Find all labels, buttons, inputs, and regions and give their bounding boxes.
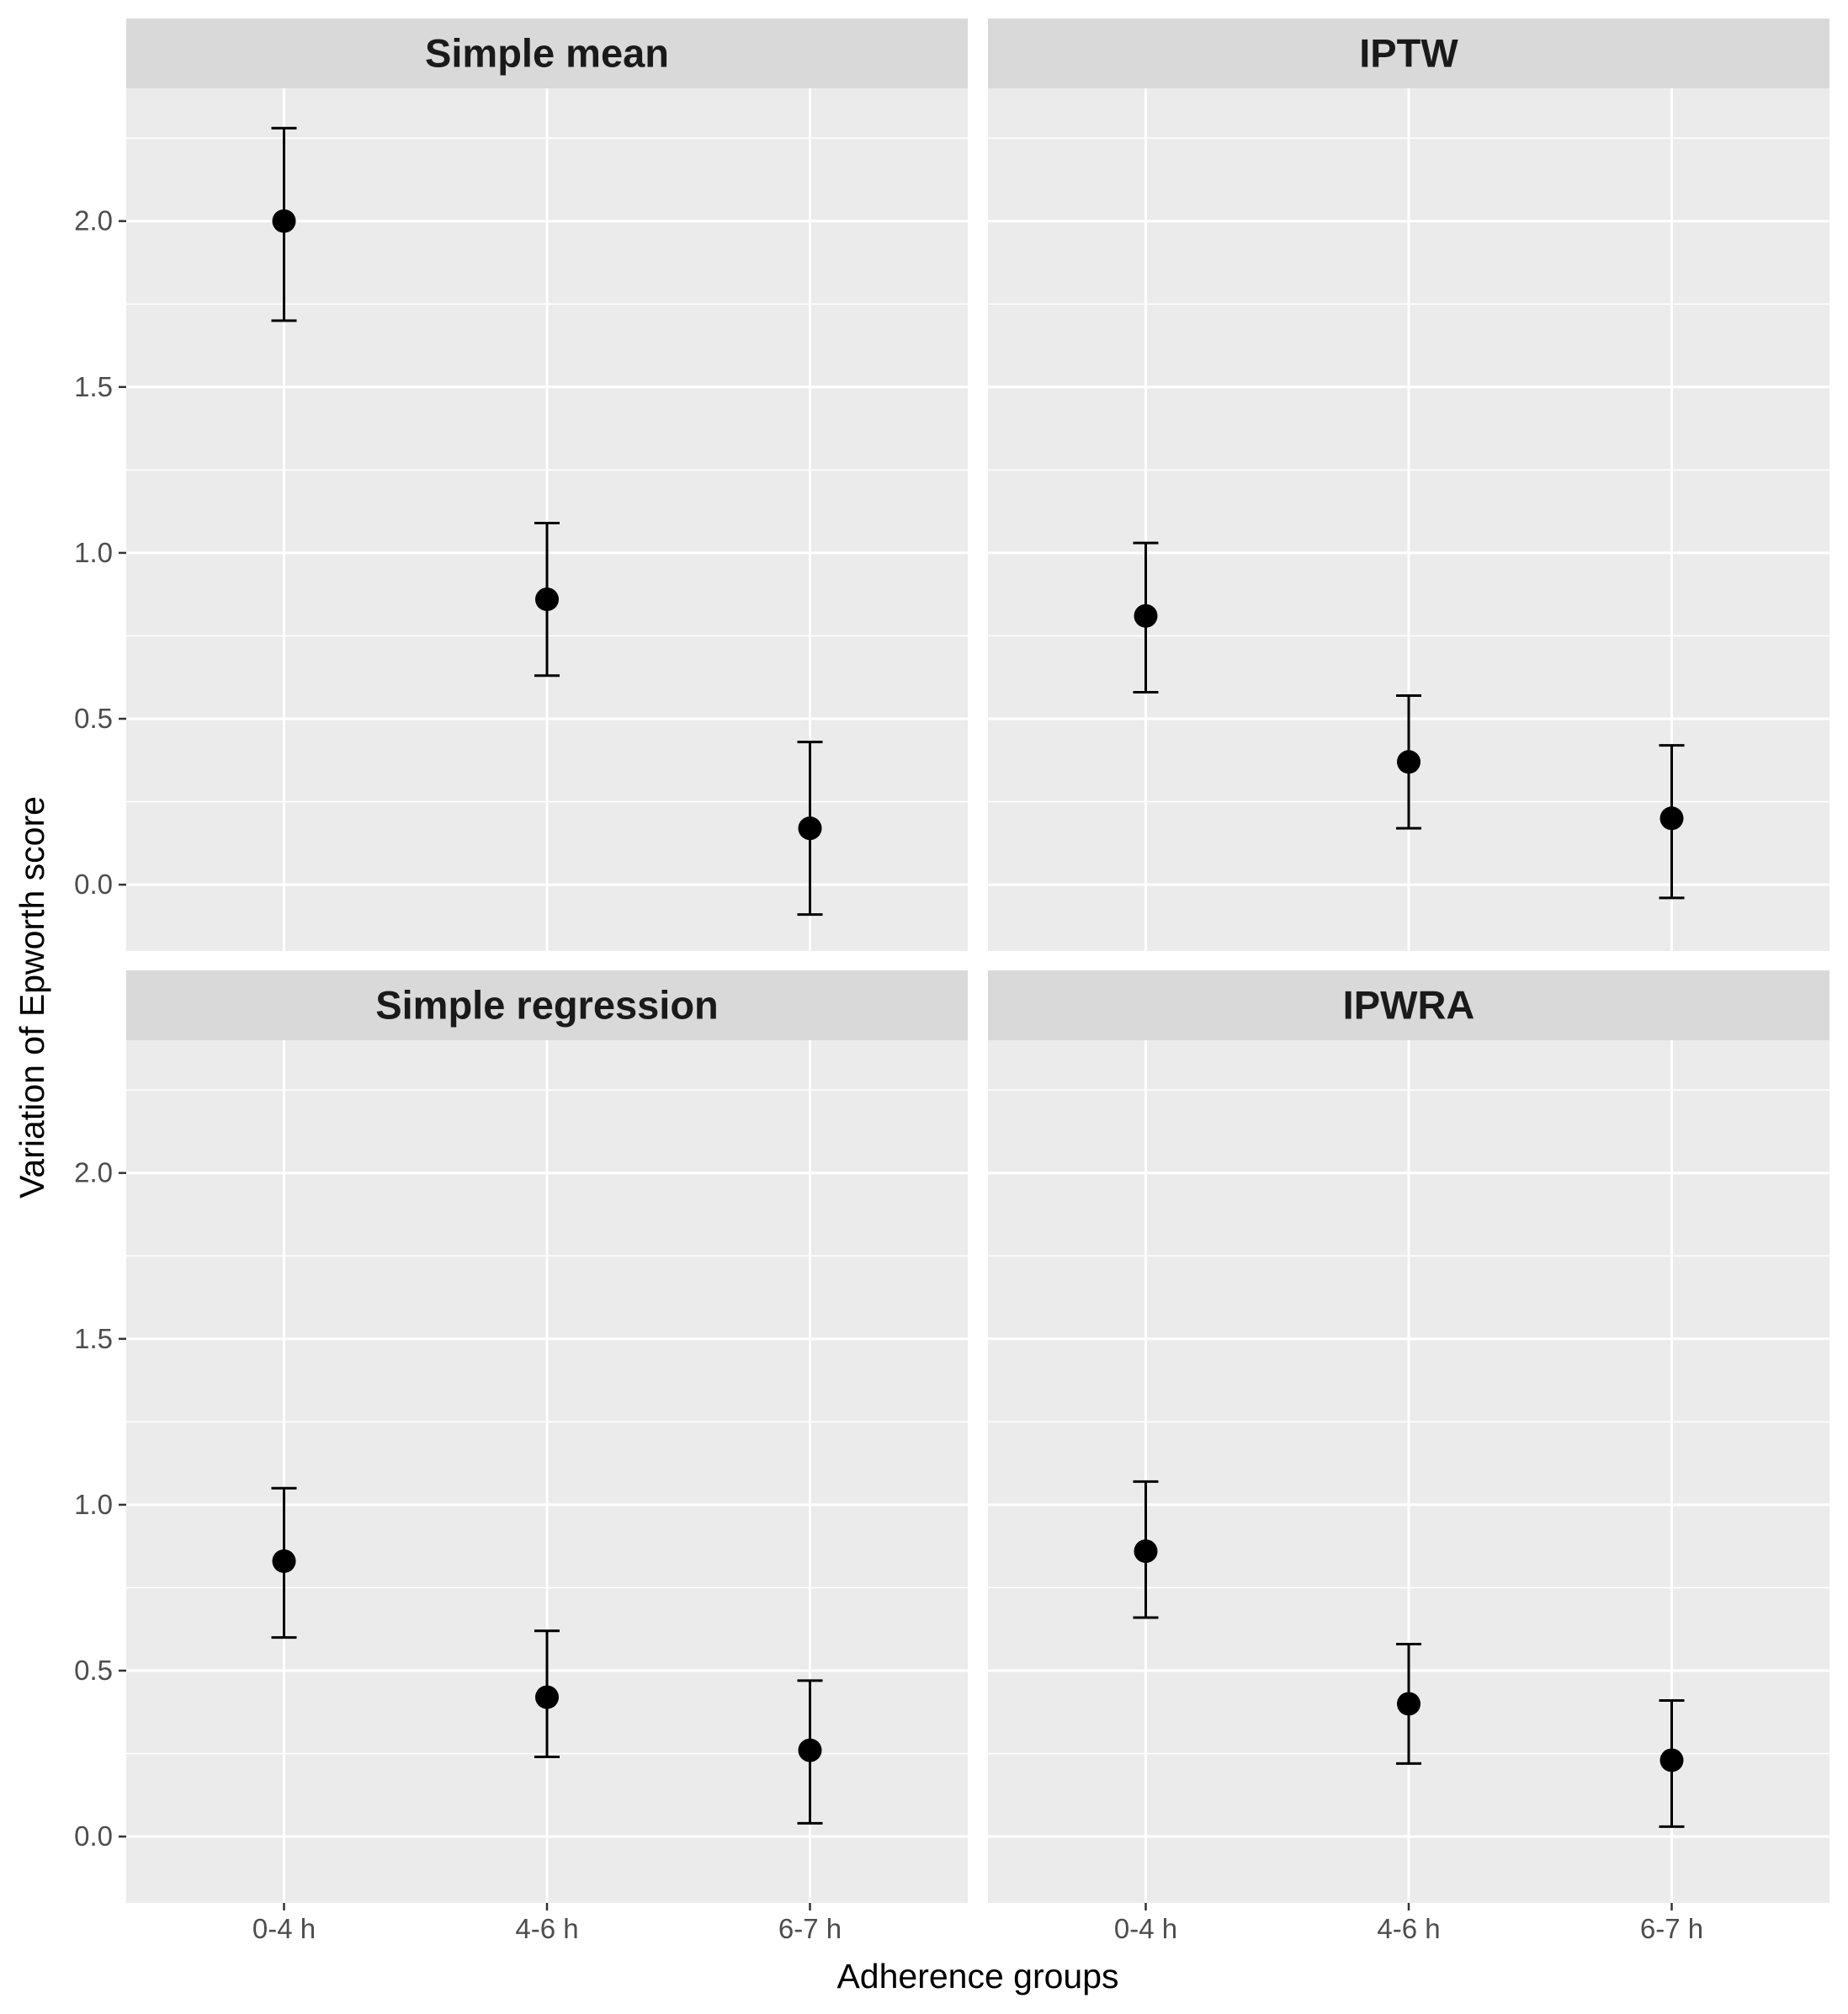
x-tick-label: 4-6 h [1377,1913,1440,1944]
data-point [1397,1692,1421,1716]
y-tick-label: 0.0 [74,1820,113,1852]
facet-title: Simple mean [425,31,669,76]
facet-title: IPWRA [1343,983,1475,1028]
data-point [1659,1748,1684,1772]
y-tick-label: 2.0 [74,1157,113,1188]
facets-layer: Simple mean 0.0 0.5 1.0 1.5 2.0 IPTW Simple reg… [74,19,1829,1944]
y-tick-label: 0.0 [74,869,113,900]
data-point [272,209,296,233]
facet-panel: IPWRA 0-4 h 4-6 h 6-7 h [988,970,1829,1944]
x-tick-label: 0-4 h [252,1913,316,1944]
facet-strip [126,970,968,1040]
data-point [1134,603,1158,628]
data-point [798,816,822,841]
data-point [535,587,559,612]
data-point [1397,750,1421,774]
x-tick-label: 4-6 h [515,1913,578,1944]
x-tick-label: 0-4 h [1114,1913,1177,1944]
y-tick-label: 1.0 [74,1489,113,1520]
x-tick-label: 6-7 h [1640,1913,1703,1944]
facet-panel: Simple regression 0.0 0.5 1.0 1.5 2.0 0-4 h 4-6… [74,970,968,1944]
facet-strip [988,970,1829,1040]
y-tick-label: 0.5 [74,703,113,734]
data-point [1659,806,1684,831]
facet-title: IPTW [1359,31,1458,76]
x-axis-title: Adherence groups [836,1957,1118,1995]
facet-strip [126,19,968,88]
y-tick-label: 1.5 [74,1323,113,1354]
y-tick-label: 0.5 [74,1655,113,1686]
facet-panel: Simple mean 0.0 0.5 1.0 1.5 2.0 [74,19,968,951]
y-tick-label: 2.0 [74,205,113,236]
data-point [798,1738,822,1762]
facet-title: Simple regression [375,983,719,1028]
facet-strip [988,19,1829,88]
x-tick-label: 6-7 h [778,1913,842,1944]
axes-layer: Adherence groups Variation of Epworth sc… [13,796,1119,1995]
data-point [272,1549,296,1573]
y-tick-label: 1.5 [74,371,113,402]
y-axis-title: Variation of Epworth score [13,796,51,1198]
y-tick-label: 1.0 [74,537,113,568]
data-point [1134,1539,1158,1564]
facet-panel: IPTW [988,19,1829,951]
data-point [535,1685,559,1709]
